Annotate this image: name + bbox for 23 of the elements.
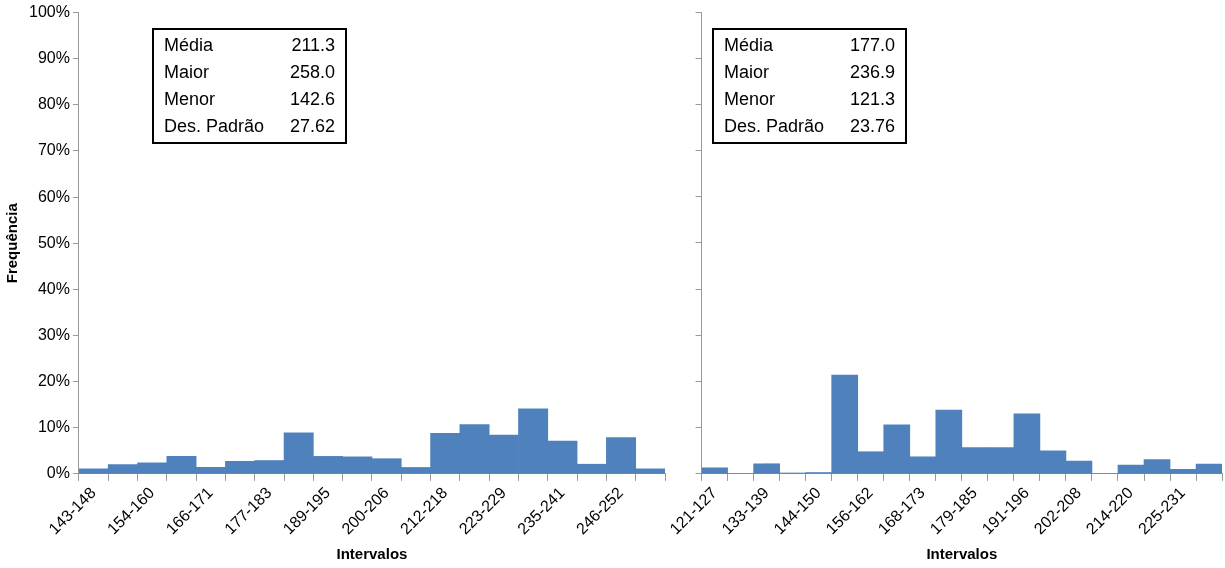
bar bbox=[701, 467, 728, 474]
y-tick-label: 100% bbox=[29, 3, 70, 21]
y-tick-label: 30% bbox=[37, 325, 70, 343]
y-tick-label: 80% bbox=[37, 95, 70, 113]
text: Des. Padrão 27.62 bbox=[164, 116, 336, 136]
y-tick-label: 10% bbox=[37, 418, 70, 436]
y-axis-title: Frequência bbox=[3, 202, 21, 284]
y-tick-label: 0% bbox=[46, 464, 70, 482]
text: Maior 258.0 bbox=[164, 62, 336, 82]
x-axis-title: Intervalos bbox=[926, 545, 998, 563]
text: Menor 121.3 bbox=[724, 89, 896, 109]
x-axis-title: Intervalos bbox=[336, 545, 408, 563]
text: Média 177.0 bbox=[724, 35, 896, 55]
y-tick-label: 40% bbox=[37, 279, 70, 297]
y-tick-label: 60% bbox=[37, 187, 70, 205]
y-tick-label: 90% bbox=[37, 49, 70, 67]
text: Média 211.3 bbox=[164, 35, 336, 55]
y-tick-label: 50% bbox=[37, 233, 70, 251]
text: Maior 236.9 bbox=[724, 62, 896, 82]
y-tick-label: 70% bbox=[37, 141, 70, 159]
text: Des. Padrão 23.76 bbox=[724, 116, 896, 136]
text: Menor 142.6 bbox=[164, 89, 336, 109]
y-tick-label: 20% bbox=[37, 372, 70, 390]
